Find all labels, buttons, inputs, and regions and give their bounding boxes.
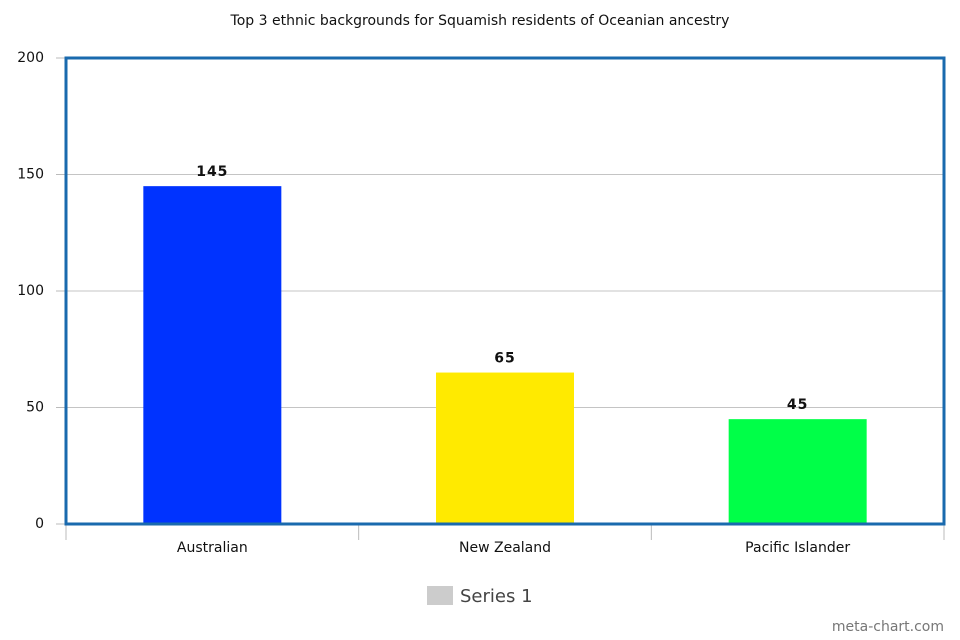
plot-border [64,56,946,526]
chart-title: Top 3 ethnic backgrounds for Squamish re… [230,13,730,29]
x-tick-label: New Zealand [459,540,551,556]
y-tick-label: 50 [26,400,44,416]
data-label: 45 [787,397,808,413]
bar [436,372,574,524]
y-tick-label: 0 [35,516,44,532]
watermark: meta-chart.com [832,619,944,635]
bar [143,186,282,524]
y-tick-label: 150 [17,167,44,183]
data-label: 65 [494,351,515,367]
x-tick-label: Pacific Islander [745,540,850,556]
x-tick-label: Australian [177,540,248,556]
legend-swatch [427,586,453,605]
y-tick-label: 100 [17,283,44,299]
y-tick-label: 200 [17,50,44,66]
bar [728,419,867,524]
data-label: 145 [196,164,228,180]
legend-label: Series 1 [460,586,533,607]
